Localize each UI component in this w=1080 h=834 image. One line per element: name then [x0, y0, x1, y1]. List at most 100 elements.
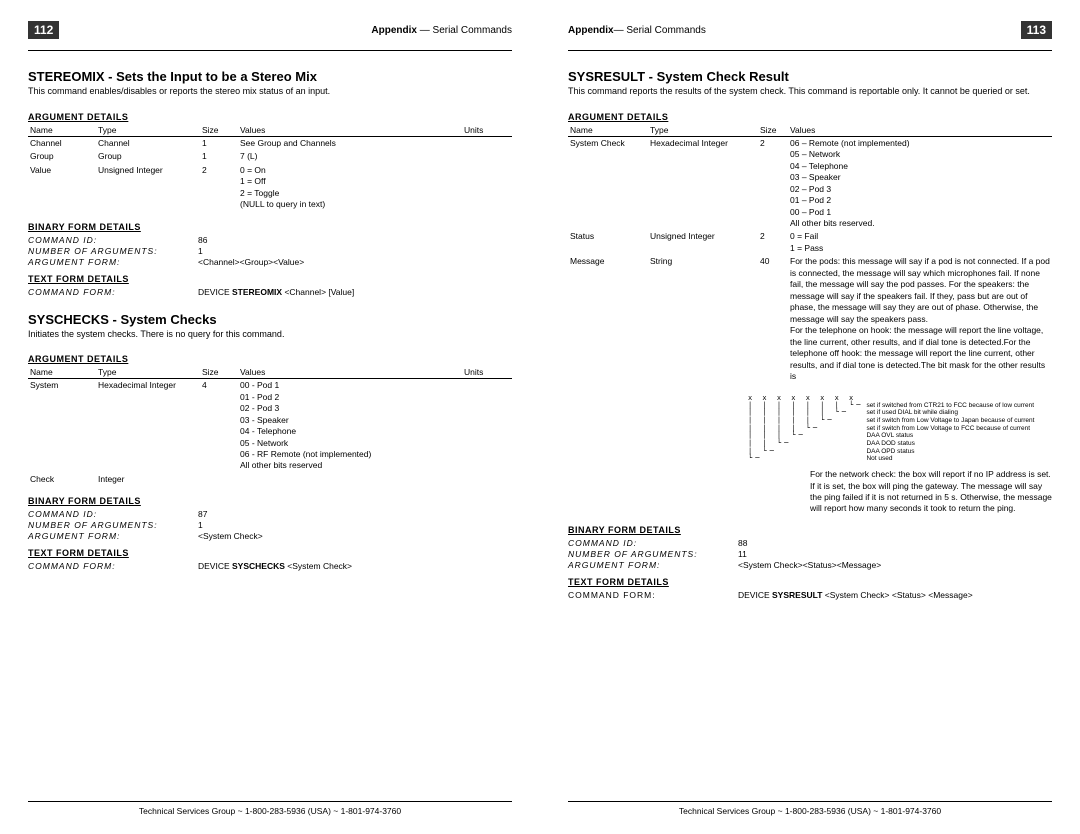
page-number: 112	[28, 21, 59, 39]
th-type: Type	[648, 124, 758, 137]
header-text: Appendix — Serial Commands	[69, 25, 512, 36]
table-cell: String	[648, 255, 758, 383]
kv-row: COMMAND ID:88	[568, 538, 1052, 548]
kv-row: COMMAND ID:86	[28, 235, 512, 245]
kv-row: NUMBER OF ARGUMENTS:1	[28, 246, 512, 256]
table-cell: Hexadecimal Integer	[96, 379, 200, 473]
kv-key: NUMBER OF ARGUMENTS:	[28, 520, 198, 530]
table-cell: For the pods: this message will say if a…	[788, 255, 1052, 383]
th-values: Values	[238, 366, 462, 379]
syschecks-arg-header: ARGUMENT DETAILS	[28, 354, 512, 364]
table-cell: Group	[28, 150, 96, 163]
table-cell: System	[28, 379, 96, 473]
after-diagram-text: For the network check: the box will repo…	[810, 469, 1052, 515]
header-bold: Appendix	[568, 25, 614, 36]
stereomix-bin-header: BINARY FORM DETAILS	[28, 222, 512, 232]
txt-val: DEVICE SYSRESULT <System Check> <Status>…	[738, 590, 1052, 600]
txt-key: COMMAND FORM:	[28, 561, 198, 571]
bitmask-label: Not used	[866, 455, 892, 462]
syschecks-bin-header: BINARY FORM DETAILS	[28, 496, 512, 506]
th-name: Name	[28, 366, 96, 379]
stereomix-desc: This command enables/disables or reports…	[28, 86, 512, 98]
table-cell: Unsigned Integer	[648, 230, 758, 255]
sysresult-title: SYSRESULT - System Check Result	[568, 69, 1052, 84]
table-cell: 1	[200, 150, 238, 163]
table-cell	[238, 473, 462, 486]
kv-key: COMMAND ID:	[28, 235, 198, 245]
bitmask-label: DAA OPD status	[866, 448, 914, 455]
table-cell: Channel	[28, 136, 96, 150]
kv-key: NUMBER OF ARGUMENTS:	[28, 246, 198, 256]
kv-key: ARGUMENT FORM:	[568, 560, 738, 570]
header-rule	[568, 50, 1052, 51]
th-type: Type	[96, 366, 200, 379]
table-cell	[462, 136, 512, 150]
bitmask-label: set if switched from CTR21 to FCC becaus…	[866, 402, 1034, 409]
syschecks-txt-row: COMMAND FORM: DEVICE SYSCHECKS <System C…	[28, 561, 512, 571]
table-cell	[462, 150, 512, 163]
table-cell: Hexadecimal Integer	[648, 136, 758, 230]
txt-bold: SYSRESULT	[772, 590, 822, 600]
footer-text: Technical Services Group ~ 1-800-283-593…	[139, 806, 401, 816]
syschecks-arg-table: Name Type Size Values Units SystemHexade…	[28, 366, 512, 486]
header-rest: — Serial Commands	[614, 25, 706, 36]
kv-value: 1	[198, 520, 512, 530]
table-cell: 0 = Fail 1 = Pass	[788, 230, 1052, 255]
table-cell: Value	[28, 164, 96, 212]
th-size: Size	[200, 124, 238, 137]
stereomix-txt-header: TEXT FORM DETAILS	[28, 274, 512, 284]
th-name: Name	[28, 124, 96, 137]
th-size: Size	[758, 124, 788, 137]
txt-val: DEVICE STEREOMIX <Channel> [Value]	[198, 287, 512, 297]
txt-key: COMMAND FORM:	[568, 590, 738, 600]
header-rest: — Serial Commands	[417, 25, 512, 36]
kv-value: <System Check>	[198, 531, 512, 541]
table-cell: System Check	[568, 136, 648, 230]
kv-key: COMMAND ID:	[28, 509, 198, 519]
stereomix-arg-table: Name Type Size Values Units ChannelChann…	[28, 124, 512, 212]
kv-row: ARGUMENT FORM:<System Check><Status><Mes…	[568, 560, 1052, 570]
kv-value: 88	[738, 538, 1052, 548]
bitmask-label: set if switch from Low Voltage to FCC be…	[866, 425, 1030, 432]
txt-prefix: DEVICE	[198, 287, 232, 297]
table-row: StatusUnsigned Integer20 = Fail 1 = Pass	[568, 230, 1052, 255]
table-cell	[462, 473, 512, 486]
page-112: 112 Appendix — Serial Commands STEREOMIX…	[0, 0, 540, 834]
syschecks-desc: Initiates the system checks. There is no…	[28, 329, 512, 341]
table-cell: 0 = On 1 = Off 2 = Toggle (NULL to query…	[238, 164, 462, 212]
txt-bold: SYSCHECKS	[232, 561, 285, 571]
table-cell	[200, 473, 238, 486]
table-cell: 4	[200, 379, 238, 473]
kv-value: 86	[198, 235, 512, 245]
table-cell: See Group and Channels	[238, 136, 462, 150]
page-footer: Technical Services Group ~ 1-800-283-593…	[28, 791, 512, 816]
th-units: Units	[462, 124, 512, 137]
syschecks-txt-header: TEXT FORM DETAILS	[28, 548, 512, 558]
table-row: ValueUnsigned Integer20 = On 1 = Off 2 =…	[28, 164, 512, 212]
footer-rule	[568, 801, 1052, 802]
txt-bold: STEREOMIX	[232, 287, 282, 297]
txt-suffix: <Channel> [Value]	[282, 287, 354, 297]
sysresult-arg-header: ARGUMENT DETAILS	[568, 112, 1052, 122]
table-cell: Integer	[96, 473, 200, 486]
stereomix-arg-header: ARGUMENT DETAILS	[28, 112, 512, 122]
table-cell: Unsigned Integer	[96, 164, 200, 212]
table-row: ChannelChannel1See Group and Channels	[28, 136, 512, 150]
stereomix-txt-row: COMMAND FORM: DEVICE STEREOMIX <Channel>…	[28, 287, 512, 297]
sysresult-txt-row: COMMAND FORM: DEVICE SYSRESULT <System C…	[568, 590, 1052, 600]
kv-value: 1	[198, 246, 512, 256]
table-cell: 00 - Pod 1 01 - Pod 2 02 - Pod 3 03 - Sp…	[238, 379, 462, 473]
table-cell: 06 – Remote (not implemented) 05 – Netwo…	[788, 136, 1052, 230]
table-cell: 40	[758, 255, 788, 383]
bitmask-label: set if switch from Low Voltage to Japan …	[866, 417, 1034, 424]
txt-suffix: <System Check>	[285, 561, 352, 571]
kv-row: COMMAND ID:87	[28, 509, 512, 519]
kv-row: NUMBER OF ARGUMENTS:11	[568, 549, 1052, 559]
txt-prefix: DEVICE	[198, 561, 232, 571]
table-cell: Status	[568, 230, 648, 255]
txt-prefix: DEVICE	[738, 590, 772, 600]
sysresult-bin-header: BINARY FORM DETAILS	[568, 525, 1052, 535]
page-footer: Technical Services Group ~ 1-800-283-593…	[568, 791, 1052, 816]
table-cell: Message	[568, 255, 648, 383]
sysresult-txt-header: TEXT FORM DETAILS	[568, 577, 1052, 587]
